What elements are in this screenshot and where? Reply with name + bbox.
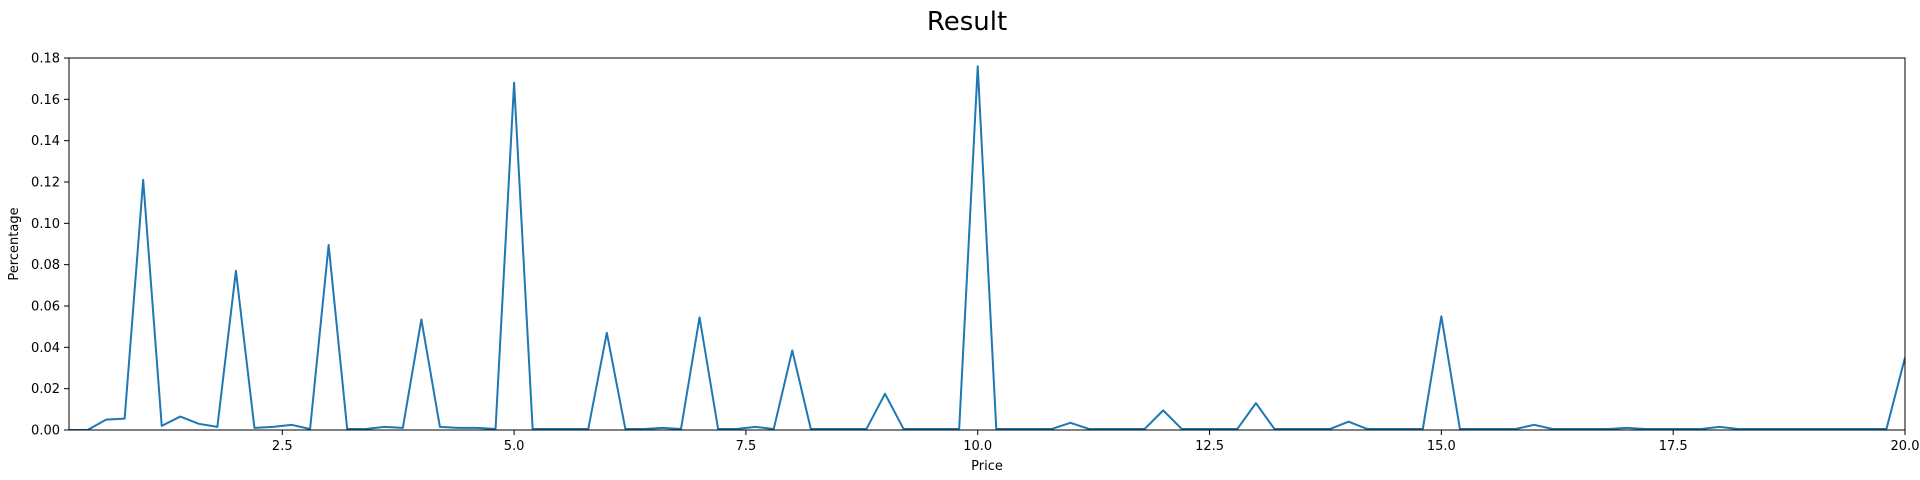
x-axis-ticks: 2.5 5.0 7.5 10.0 12.5 15.0 17.5 20.0 xyxy=(272,430,1920,454)
x-tick-label: 5.0 xyxy=(504,439,525,454)
x-tick-label: 10.0 xyxy=(963,439,992,454)
y-tick-label: 0.16 xyxy=(31,93,60,108)
x-tick-label: 7.5 xyxy=(736,439,757,454)
y-tick-label: 0.14 xyxy=(31,134,60,149)
y-tick-label: 0.12 xyxy=(31,176,60,191)
y-tick-label: 0.08 xyxy=(31,258,60,273)
x-tick-label: 15.0 xyxy=(1427,439,1456,454)
plot-frame xyxy=(68,57,1906,431)
y-tick-label: 0.10 xyxy=(31,217,60,232)
y-axis-label: Percentage xyxy=(7,207,22,280)
y-tick-label: 0.00 xyxy=(31,424,60,439)
y-tick-label: 0.02 xyxy=(31,382,60,397)
x-tick-label: 2.5 xyxy=(272,439,293,454)
y-axis-ticks: 0.00 0.02 0.04 0.06 0.08 0.10 0.12 0.14 0.16 0.18 xyxy=(31,52,69,439)
y-tick-label: 0.04 xyxy=(31,341,60,356)
plot-area xyxy=(69,65,1905,430)
chart-title: Result xyxy=(927,7,1007,37)
x-tick-label: 17.5 xyxy=(1659,439,1688,454)
series-line xyxy=(69,65,1905,430)
y-tick-label: 0.18 xyxy=(31,52,60,67)
x-tick-label: 12.5 xyxy=(1195,439,1224,454)
x-tick-label: 20.0 xyxy=(1891,439,1920,454)
x-axis-label: Price xyxy=(971,459,1003,474)
y-tick-label: 0.06 xyxy=(31,300,60,315)
